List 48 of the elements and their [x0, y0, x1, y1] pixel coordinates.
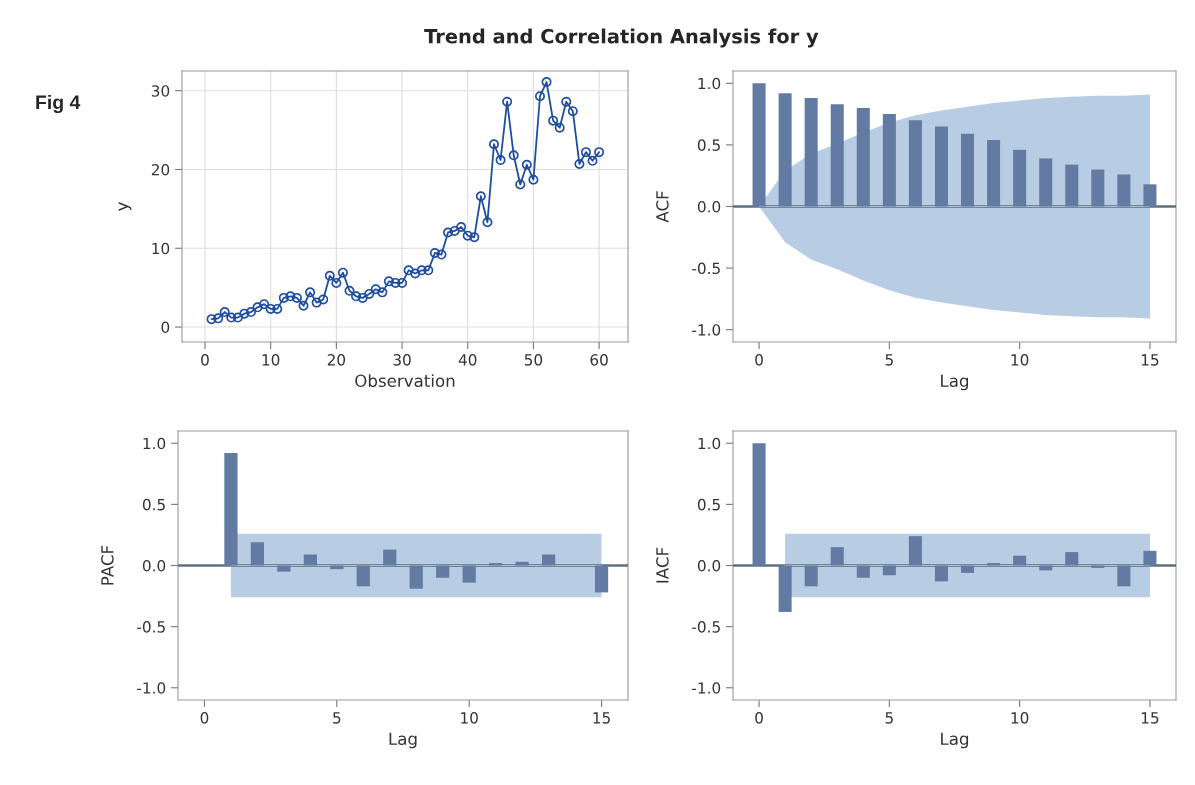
x-tick-label: 20 [327, 354, 346, 366]
x-tick-label: 10 [262, 354, 280, 366]
y-axis-title: PACF [101, 545, 114, 585]
x-axis-title: Lag [389, 732, 417, 749]
chart-title: Trend and Correlation Analysis for y [424, 28, 819, 48]
x-tick-label: 10 [461, 712, 478, 724]
caption: Fig 4 [36, 94, 81, 114]
x-tick-label: 50 [524, 354, 543, 366]
y-tick-label: 0.0 [697, 200, 721, 213]
x-tick-label: 10 [1011, 712, 1029, 724]
x-tick-label: 0 [755, 712, 763, 724]
x-tick-label: 15 [1141, 712, 1159, 724]
x-tick-label: 5 [333, 712, 341, 724]
y-tick-label: -0.5 [137, 621, 165, 633]
y-axis-title: y [118, 202, 132, 211]
y-axis-title: ACF [656, 191, 669, 223]
y-tick-label: -1.0 [692, 324, 721, 336]
x-tick-label: 10 [1011, 354, 1029, 366]
x-tick-label: 0 [755, 354, 763, 366]
x-axis-title: Lag [941, 374, 969, 391]
y-tick-label: 10 [152, 242, 170, 255]
y-tick-label: -1.0 [137, 682, 166, 694]
y-tick-label: 1.0 [698, 437, 721, 450]
y-tick-label: 0.5 [697, 139, 720, 151]
y-axis-title: IACF [656, 547, 669, 583]
y-tick-label: 0 [161, 321, 170, 334]
x-tick-label: 0 [201, 354, 209, 366]
x-tick-label: 15 [593, 712, 610, 724]
x-axis-title: Observation [355, 374, 455, 388]
y-tick-label: -1.0 [692, 682, 721, 694]
y-tick-label: 0.5 [697, 498, 720, 511]
y-tick-label: -0.5 [692, 621, 720, 633]
y-tick-label: 1.0 [698, 77, 721, 90]
x-tick-label: 0 [200, 712, 209, 724]
y-tick-label: 1.0 [143, 437, 166, 450]
y-tick-label: 20 [151, 163, 170, 176]
x-tick-label: 15 [1141, 354, 1159, 366]
y-tick-label: 0.0 [697, 559, 721, 572]
y-tick-label: 0.5 [142, 498, 165, 511]
x-tick-label: 30 [393, 354, 411, 366]
x-axis-title: Lag [941, 732, 969, 749]
x-tick-label: 5 [885, 354, 893, 366]
y-tick-label: 30 [151, 85, 170, 97]
x-tick-label: 5 [885, 712, 893, 724]
x-tick-label: 60 [590, 354, 608, 366]
y-tick-label: 0.0 [142, 559, 166, 572]
x-tick-label: 40 [458, 354, 477, 366]
y-tick-label: -0.5 [692, 262, 720, 275]
